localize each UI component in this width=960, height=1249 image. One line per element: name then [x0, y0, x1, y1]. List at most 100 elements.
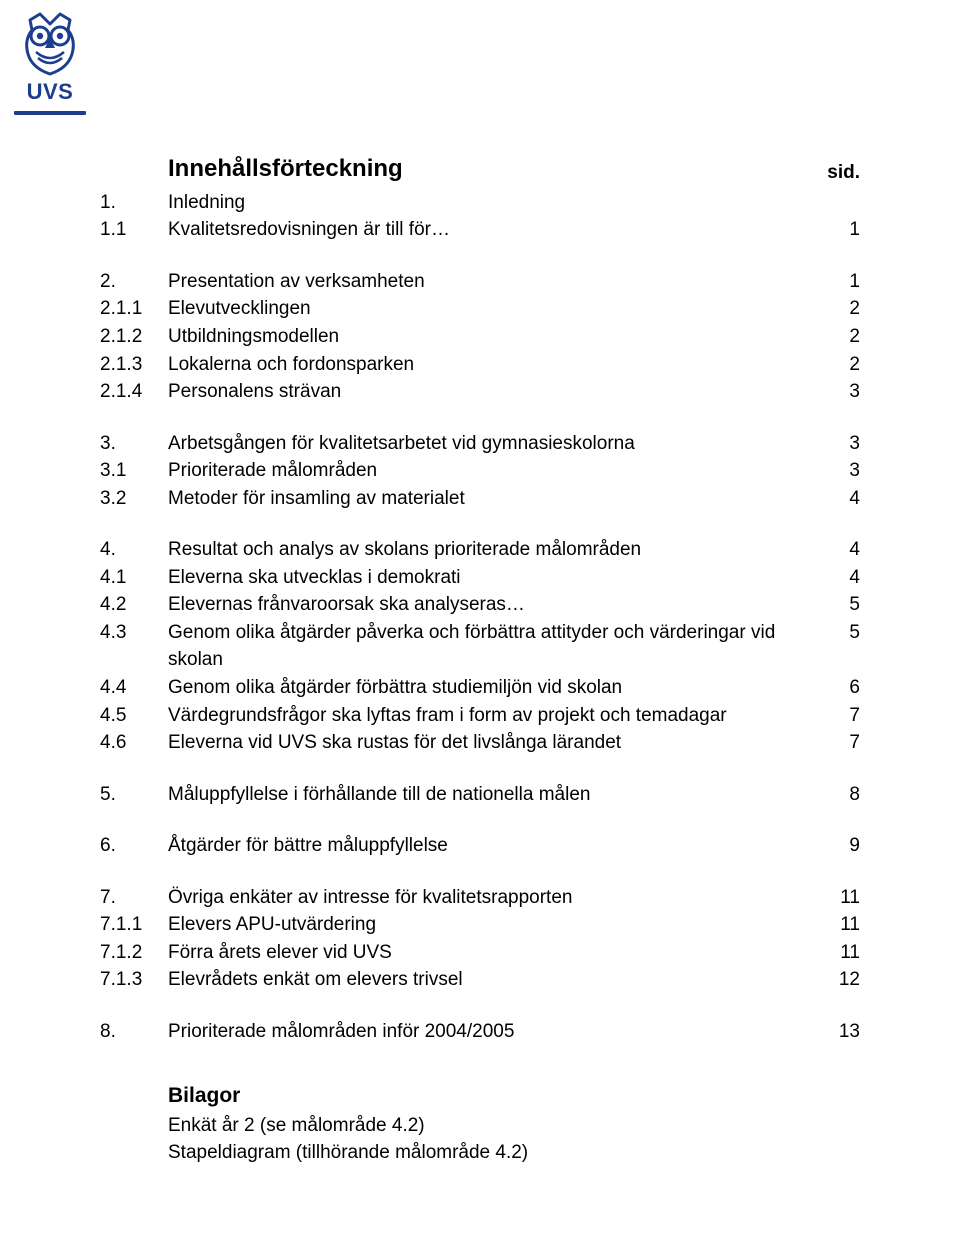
toc-page: 11: [810, 939, 860, 967]
toc-num: 4.2: [100, 591, 168, 619]
toc-num: 4.6: [100, 729, 168, 757]
toc-num: 7.: [100, 884, 168, 912]
toc-num: 4.1: [100, 564, 168, 592]
toc-page: 4: [810, 564, 860, 592]
toc-num: 1.: [100, 189, 168, 217]
toc-text: Inledning: [168, 189, 810, 217]
toc-text: Genom olika åtgärder påverka och förbätt…: [168, 619, 810, 674]
toc-row: 7.1.2Förra årets elever vid UVS11: [100, 939, 860, 967]
toc-num: 2.: [100, 268, 168, 296]
toc-text: Värdegrundsfrågor ska lyftas fram i form…: [168, 702, 810, 730]
toc-row: 3.2Metoder för insamling av materialet4: [100, 485, 860, 513]
toc-page: 1: [810, 268, 860, 296]
toc-num: 5.: [100, 781, 168, 809]
toc-row: 2.1.3Lokalerna och fordonsparken2: [100, 351, 860, 379]
toc-row: 7.Övriga enkäter av intresse för kvalite…: [100, 884, 860, 912]
toc-num: 7.1.2: [100, 939, 168, 967]
toc-num: 7.1.3: [100, 966, 168, 994]
bilagor-line: Stapeldiagram (tillhörande målområde 4.2…: [168, 1139, 860, 1167]
toc-row: 2.1.4Personalens strävan3: [100, 378, 860, 406]
toc-text: Förra årets elever vid UVS: [168, 939, 810, 967]
toc-spacer: [100, 757, 860, 781]
toc-row: 4.4Genom olika åtgärder förbättra studie…: [100, 674, 860, 702]
toc-num: 4.5: [100, 702, 168, 730]
toc-row: 4.5Värdegrundsfrågor ska lyftas fram i f…: [100, 702, 860, 730]
toc-row: 1.1Kvalitetsredovisningen är till för…1: [100, 216, 860, 244]
toc-page: 1: [810, 216, 860, 244]
logo-label: UVS: [14, 76, 86, 108]
toc-text: Arbetsgången för kvalitetsarbetet vid gy…: [168, 430, 810, 458]
uvs-logo: UVS: [14, 10, 86, 115]
toc-num: 4.: [100, 536, 168, 564]
toc-text: Elevernas frånvaroorsak ska analyseras…: [168, 591, 810, 619]
toc-page: 13: [810, 1018, 860, 1046]
toc-page: 2: [810, 323, 860, 351]
toc-table: Innehållsförteckningsid.1.Inledning1.1Kv…: [100, 152, 860, 1045]
toc-text: Elevrådets enkät om elevers trivsel: [168, 966, 810, 994]
toc-page: 7: [810, 729, 860, 757]
toc-text: Måluppfyllelse i förhållande till de nat…: [168, 781, 810, 809]
toc-text: Genom olika åtgärder förbättra studiemil…: [168, 674, 810, 702]
toc-row: 8.Prioriterade målområden inför 2004/200…: [100, 1018, 860, 1046]
bilagor-line: Enkät år 2 (se målområde 4.2): [168, 1112, 860, 1140]
toc-text: Prioriterade målområden inför 2004/2005: [168, 1018, 810, 1046]
toc-page: 3: [810, 378, 860, 406]
toc-page: 3: [810, 430, 860, 458]
toc-page: 4: [810, 485, 860, 513]
toc-num: 4.3: [100, 619, 168, 674]
toc-row: 4.2Elevernas frånvaroorsak ska analysera…: [100, 591, 860, 619]
toc-text: Eleverna vid UVS ska rustas för det livs…: [168, 729, 810, 757]
toc-num: 3.: [100, 430, 168, 458]
toc-text: Övriga enkäter av intresse för kvalitets…: [168, 884, 810, 912]
toc-row: 4.3Genom olika åtgärder påverka och förb…: [100, 619, 860, 674]
toc-spacer: [100, 994, 860, 1018]
toc-text: Lokalerna och fordonsparken: [168, 351, 810, 379]
toc-text: Resultat och analys av skolans prioriter…: [168, 536, 810, 564]
toc-spacer: [100, 808, 860, 832]
toc-row: 4.Resultat och analys av skolans priorit…: [100, 536, 860, 564]
toc-spacer: [100, 406, 860, 430]
toc-num: 2.1.3: [100, 351, 168, 379]
toc-row: 2.1.2Utbildningsmodellen2: [100, 323, 860, 351]
toc-page: 8: [810, 781, 860, 809]
toc-title: Innehållsförteckning: [168, 155, 403, 182]
toc-text: Eleverna ska utvecklas i demokrati: [168, 564, 810, 592]
toc-text: Elevutvecklingen: [168, 295, 810, 323]
toc-text: Metoder för insamling av materialet: [168, 485, 810, 513]
toc-num: 7.1.1: [100, 911, 168, 939]
toc-page: 9: [810, 832, 860, 860]
toc-page: 12: [810, 966, 860, 994]
toc-row: 2.1.1Elevutvecklingen2: [100, 295, 860, 323]
toc-page: 7: [810, 702, 860, 730]
toc-num: 2.1.1: [100, 295, 168, 323]
toc-num: 3.1: [100, 457, 168, 485]
toc-page: [810, 189, 860, 217]
toc-row: 4.6Eleverna vid UVS ska rustas för det l…: [100, 729, 860, 757]
toc-page: 11: [810, 911, 860, 939]
toc-page: 11: [810, 884, 860, 912]
toc-row: 3.1Prioriterade målområden3: [100, 457, 860, 485]
toc-page: 5: [810, 591, 860, 619]
toc-row: 1.Inledning: [100, 189, 860, 217]
toc-row: 4.1Eleverna ska utvecklas i demokrati4: [100, 564, 860, 592]
toc-page: 2: [810, 295, 860, 323]
toc-row: 7.1.3Elevrådets enkät om elevers trivsel…: [100, 966, 860, 994]
toc-title-row: Innehållsförteckningsid.: [100, 152, 860, 189]
toc-text: Åtgärder för bättre måluppfyllelse: [168, 832, 810, 860]
toc-text: Personalens strävan: [168, 378, 810, 406]
toc-text: Utbildningsmodellen: [168, 323, 810, 351]
toc-row: 2.Presentation av verksamheten1: [100, 268, 860, 296]
toc-num: 3.2: [100, 485, 168, 513]
toc-num: 1.1: [100, 216, 168, 244]
toc-spacer: [100, 244, 860, 268]
toc-text: Presentation av verksamheten: [168, 268, 810, 296]
toc-row: 5.Måluppfyllelse i förhållande till de n…: [100, 781, 860, 809]
toc-row: 3.Arbetsgången för kvalitetsarbetet vid …: [100, 430, 860, 458]
toc-num: 2.1.2: [100, 323, 168, 351]
bilagor-section: Bilagor Enkät år 2 (se målområde 4.2) St…: [168, 1081, 860, 1167]
toc-spacer: [100, 860, 860, 884]
toc-spacer: [100, 512, 860, 536]
toc-num: 4.4: [100, 674, 168, 702]
toc-text: Elevers APU-utvärdering: [168, 911, 810, 939]
toc-page: 4: [810, 536, 860, 564]
